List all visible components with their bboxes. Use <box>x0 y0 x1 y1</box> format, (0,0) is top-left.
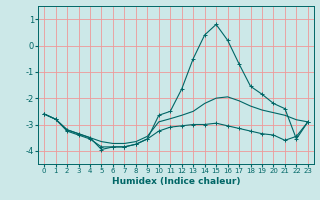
X-axis label: Humidex (Indice chaleur): Humidex (Indice chaleur) <box>112 177 240 186</box>
